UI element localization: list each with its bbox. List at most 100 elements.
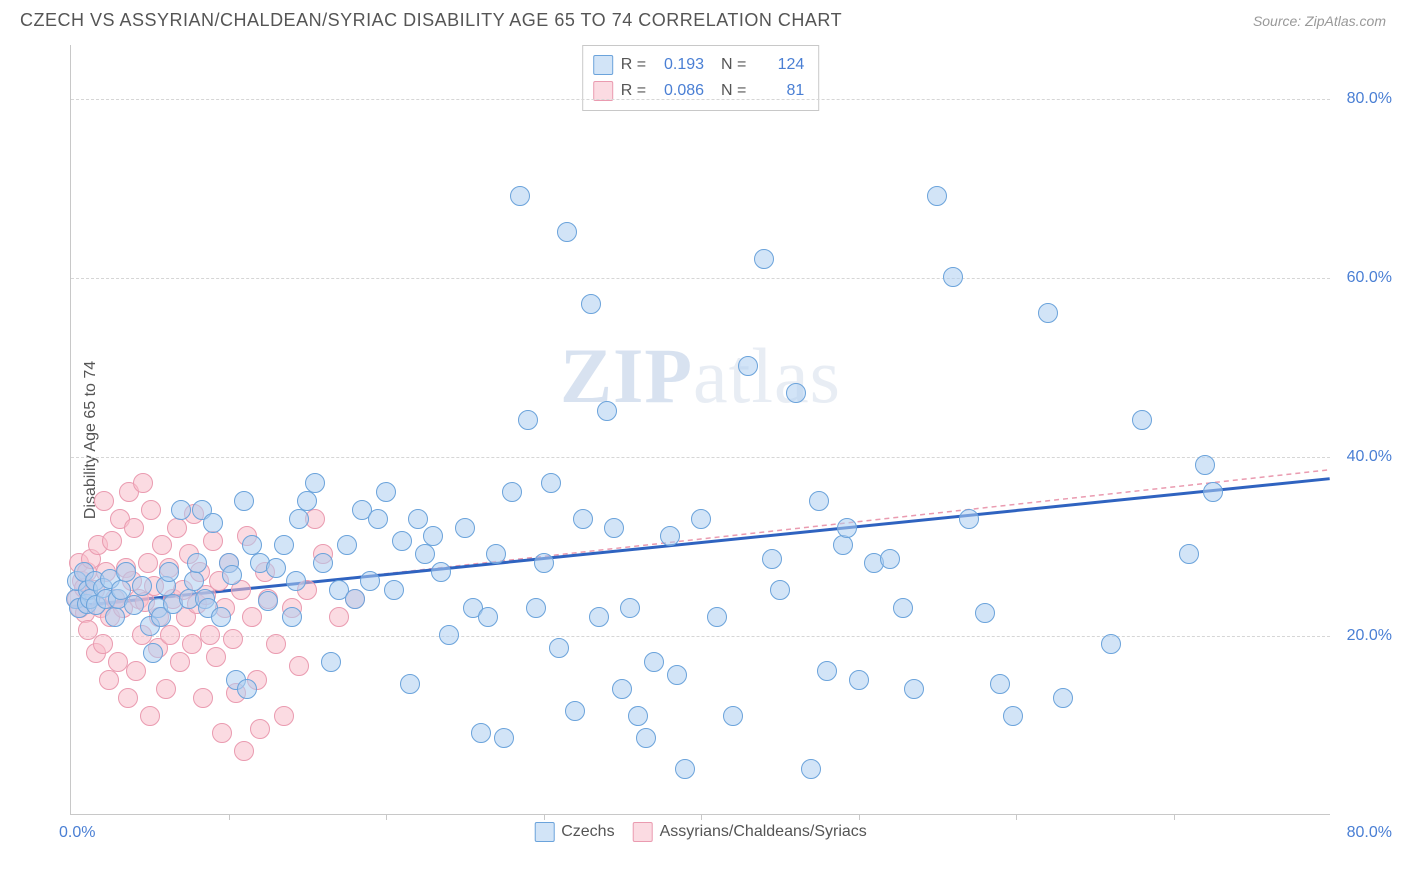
- scatter-point-czechs: [1101, 634, 1121, 654]
- stats-row: R =0.193 N =124: [593, 52, 805, 78]
- scatter-point-assyrians: [274, 706, 294, 726]
- stat-n-label: N =: [712, 52, 746, 78]
- stat-n-value: 81: [754, 78, 804, 104]
- scatter-point-czechs: [786, 383, 806, 403]
- scatter-point-czechs: [423, 526, 443, 546]
- scatter-point-assyrians: [141, 500, 161, 520]
- scatter-point-czechs: [809, 491, 829, 511]
- scatter-point-czechs: [222, 565, 242, 585]
- x-tick: [1016, 814, 1017, 820]
- scatter-point-czechs: [604, 518, 624, 538]
- scatter-point-czechs: [770, 580, 790, 600]
- scatter-point-czechs: [510, 186, 530, 206]
- scatter-point-assyrians: [170, 652, 190, 672]
- scatter-point-czechs: [975, 603, 995, 623]
- scatter-point-czechs: [384, 580, 404, 600]
- stat-n-label: N =: [712, 78, 746, 104]
- scatter-point-czechs: [211, 607, 231, 627]
- scatter-point-czechs: [893, 598, 913, 618]
- scatter-point-czechs: [1203, 482, 1223, 502]
- y-tick-label: 20.0%: [1347, 627, 1392, 645]
- scatter-point-assyrians: [203, 531, 223, 551]
- scatter-point-assyrians: [102, 531, 122, 551]
- scatter-point-assyrians: [242, 607, 262, 627]
- scatter-point-assyrians: [200, 625, 220, 645]
- scatter-point-czechs: [1195, 455, 1215, 475]
- scatter-point-czechs: [124, 595, 144, 615]
- scatter-point-czechs: [943, 267, 963, 287]
- scatter-point-assyrians: [329, 607, 349, 627]
- scatter-point-czechs: [880, 549, 900, 569]
- scatter-point-czechs: [184, 571, 204, 591]
- scatter-point-czechs: [305, 473, 325, 493]
- source-attribution: Source: ZipAtlas.com: [1253, 13, 1386, 29]
- scatter-point-czechs: [636, 728, 656, 748]
- scatter-point-czechs: [644, 652, 664, 672]
- scatter-point-assyrians: [167, 518, 187, 538]
- scatter-point-czechs: [628, 706, 648, 726]
- x-tick: [544, 814, 545, 820]
- scatter-point-czechs: [707, 607, 727, 627]
- scatter-point-czechs: [337, 535, 357, 555]
- scatter-point-assyrians: [124, 518, 144, 538]
- legend-label: Assyrians/Chaldeans/Syriacs: [660, 823, 867, 841]
- gridline: [71, 99, 1330, 100]
- scatter-point-assyrians: [118, 688, 138, 708]
- legend-label: Czechs: [561, 823, 614, 841]
- stats-row: R =0.086 N =81: [593, 78, 805, 104]
- scatter-point-czechs: [234, 491, 254, 511]
- scatter-point-czechs: [817, 661, 837, 681]
- scatter-point-assyrians: [234, 741, 254, 761]
- scatter-point-czechs: [1132, 410, 1152, 430]
- scatter-point-czechs: [360, 571, 380, 591]
- scatter-point-czechs: [274, 535, 294, 555]
- scatter-point-czechs: [557, 222, 577, 242]
- scatter-point-czechs: [620, 598, 640, 618]
- scatter-point-czechs: [1179, 544, 1199, 564]
- scatter-point-assyrians: [289, 656, 309, 676]
- scatter-point-czechs: [1003, 706, 1023, 726]
- scatter-point-czechs: [837, 518, 857, 538]
- scatter-point-czechs: [675, 759, 695, 779]
- scatter-point-czechs: [833, 535, 853, 555]
- scatter-point-assyrians: [99, 670, 119, 690]
- x-tick: [1174, 814, 1175, 820]
- scatter-point-czechs: [408, 509, 428, 529]
- chart-container: Disability Age 65 to 74 ZIPatlas R =0.19…: [20, 40, 1386, 840]
- scatter-point-czechs: [439, 625, 459, 645]
- scatter-point-czechs: [471, 723, 491, 743]
- plot-area: ZIPatlas R =0.193 N =124R =0.086 N =81 0…: [70, 45, 1330, 815]
- scatter-point-czechs: [159, 562, 179, 582]
- y-tick-label: 40.0%: [1347, 448, 1392, 466]
- scatter-point-czechs: [754, 249, 774, 269]
- x-tick: [701, 814, 702, 820]
- x-axis-min-label: 0.0%: [59, 824, 95, 842]
- scatter-point-czechs: [801, 759, 821, 779]
- scatter-point-czechs: [904, 679, 924, 699]
- x-tick: [229, 814, 230, 820]
- scatter-point-assyrians: [133, 473, 153, 493]
- scatter-point-czechs: [266, 558, 286, 578]
- header: CZECH VS ASSYRIAN/CHALDEAN/SYRIAC DISABI…: [0, 0, 1406, 37]
- scatter-point-czechs: [105, 607, 125, 627]
- scatter-point-czechs: [762, 549, 782, 569]
- scatter-point-czechs: [297, 491, 317, 511]
- scatter-point-czechs: [237, 679, 257, 699]
- scatter-point-czechs: [368, 509, 388, 529]
- scatter-point-czechs: [612, 679, 632, 699]
- stat-n-value: 124: [754, 52, 804, 78]
- scatter-point-czechs: [132, 576, 152, 596]
- scatter-point-czechs: [691, 509, 711, 529]
- scatter-point-czechs: [518, 410, 538, 430]
- scatter-point-assyrians: [206, 647, 226, 667]
- stat-r-label: R =: [621, 78, 646, 104]
- scatter-point-assyrians: [160, 625, 180, 645]
- scatter-point-czechs: [313, 553, 333, 573]
- scatter-point-czechs: [502, 482, 522, 502]
- scatter-point-assyrians: [193, 688, 213, 708]
- stats-legend-box: R =0.193 N =124R =0.086 N =81: [582, 45, 820, 111]
- scatter-point-czechs: [526, 598, 546, 618]
- scatter-point-czechs: [203, 513, 223, 533]
- scatter-point-czechs: [258, 591, 278, 611]
- gridline: [71, 457, 1330, 458]
